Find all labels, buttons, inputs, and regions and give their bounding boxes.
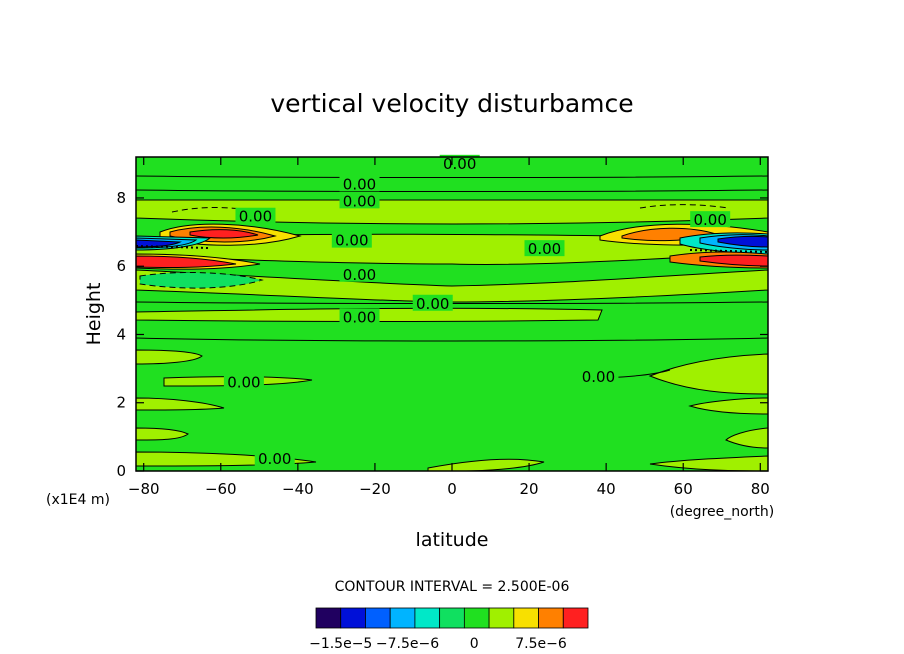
contour-label-bg bbox=[223, 373, 264, 390]
x-axis-label: latitude bbox=[416, 529, 489, 551]
contour-label: 0.00 bbox=[343, 175, 376, 193]
contour-labels: 0.000.000.000.00 0.000.00 0.000.000.000.00… bbox=[223, 154, 731, 468]
colorbar-tick-label: 0 bbox=[470, 636, 479, 652]
tongue-east-2 bbox=[688, 397, 768, 415]
contour-label: 0.00 bbox=[343, 308, 376, 326]
contour-label-bg bbox=[235, 207, 276, 224]
zero-line-4 bbox=[136, 337, 768, 342]
tongue-east-3 bbox=[725, 427, 768, 449]
colorbar-swatch bbox=[562, 607, 589, 629]
contour-label: 0.00 bbox=[239, 208, 272, 226]
x-tick-label: 40 bbox=[597, 480, 616, 498]
blob-east-red-low bbox=[699, 254, 768, 267]
y-axis-units: (x1E4 m) bbox=[46, 492, 110, 508]
colorbar-swatch bbox=[488, 607, 515, 629]
x-tick-label: 0 bbox=[447, 480, 457, 498]
contour-interval-text: CONTOUR INTERVAL = 2.500E-06 bbox=[335, 579, 570, 595]
band-mid-yellowgreen bbox=[136, 269, 768, 303]
colorbar-swatch bbox=[463, 607, 490, 629]
blob-west-red-low bbox=[136, 255, 237, 269]
tongue-west-4 bbox=[136, 427, 189, 441]
tongue-east-1 bbox=[648, 353, 768, 395]
contour-label-bg bbox=[339, 192, 380, 209]
contour-label-bg bbox=[254, 450, 295, 467]
contour-label: 0.00 bbox=[343, 266, 376, 284]
colorbar-tick-label: 7.5e−6 bbox=[515, 636, 567, 652]
contour-label: 0.00 bbox=[528, 240, 561, 258]
colorbar: −1.5e−5 −7.5e−6 0 7.5e−6 bbox=[309, 607, 589, 652]
contour-label: 0.00 bbox=[258, 450, 291, 468]
colorbar-tick-label: −1.5e−5 bbox=[309, 636, 372, 652]
contour-label: 0.00 bbox=[443, 155, 476, 173]
colorbar-swatch bbox=[513, 607, 539, 629]
x-tick-label: 60 bbox=[674, 480, 693, 498]
y-axis-label: Height bbox=[83, 283, 105, 346]
contour-label: 0.00 bbox=[582, 368, 615, 386]
x-axis-units: (degree_north) bbox=[670, 504, 775, 520]
colorbar-swatch bbox=[414, 607, 441, 629]
x-tick-label: −60 bbox=[205, 480, 237, 498]
contour-label-bg bbox=[524, 240, 565, 257]
y-tick-label: 8 bbox=[116, 189, 126, 207]
x-tick-label: −40 bbox=[282, 480, 314, 498]
blob-west-teal-low bbox=[139, 272, 264, 289]
tongue-center bbox=[427, 458, 545, 471]
dotted-line-west bbox=[136, 245, 209, 249]
contour-label: 0.00 bbox=[416, 295, 449, 313]
contour-label: 0.00 bbox=[693, 211, 726, 229]
colorbar-swatch bbox=[538, 607, 564, 629]
contour-label-bg bbox=[339, 265, 380, 282]
y-tick-label: 4 bbox=[116, 325, 126, 343]
colorbar-swatch bbox=[340, 607, 366, 629]
contour-label: 0.00 bbox=[343, 192, 376, 210]
contour-label: 0.00 bbox=[335, 232, 368, 250]
contour-label-bg bbox=[412, 294, 453, 311]
colorbar-swatch bbox=[389, 607, 416, 629]
blob-east-dashed bbox=[639, 204, 729, 209]
contour-label-bg bbox=[331, 231, 372, 248]
x-tick-label: 20 bbox=[520, 480, 539, 498]
chart-title: vertical velocity disturbamce bbox=[270, 89, 633, 118]
contour-label-bg bbox=[339, 308, 380, 325]
dotted-line-east bbox=[689, 249, 768, 253]
y-tick-label: 0 bbox=[116, 462, 126, 480]
y-axis: 0 2 4 6 8 bbox=[116, 189, 768, 480]
plot-area: 0.000.000.000.00 0.000.00 0.000.000.000.00… bbox=[116, 154, 770, 498]
colorbar-swatch bbox=[439, 607, 465, 629]
zero-line-2 bbox=[136, 189, 768, 192]
x-tick-label: −80 bbox=[128, 480, 160, 498]
band-high-yellowgreen bbox=[136, 199, 768, 225]
contour-label: 0.00 bbox=[227, 373, 260, 391]
x-tick-label: 80 bbox=[751, 480, 770, 498]
y-tick-label: 2 bbox=[116, 394, 126, 412]
blob-west-red bbox=[189, 229, 259, 239]
blob-east-blue bbox=[717, 235, 768, 248]
contour-label-bg bbox=[339, 175, 380, 192]
contour-label-bg bbox=[690, 211, 731, 228]
tongue-west-1 bbox=[136, 349, 203, 365]
x-tick-label: −20 bbox=[359, 480, 391, 498]
x-axis: −80 −60 −40 −20 0 20 40 60 80 bbox=[128, 157, 770, 498]
zero-line-1 bbox=[136, 175, 768, 178]
colorbar-tick-label: −7.5e−6 bbox=[376, 636, 439, 652]
tongue-west-3 bbox=[136, 397, 225, 411]
contour-label-bg bbox=[578, 368, 619, 385]
colorbar-swatch bbox=[315, 607, 342, 629]
contour-label-bg bbox=[439, 154, 480, 171]
y-tick-label: 6 bbox=[116, 257, 126, 275]
colorbar-swatch bbox=[365, 607, 391, 629]
